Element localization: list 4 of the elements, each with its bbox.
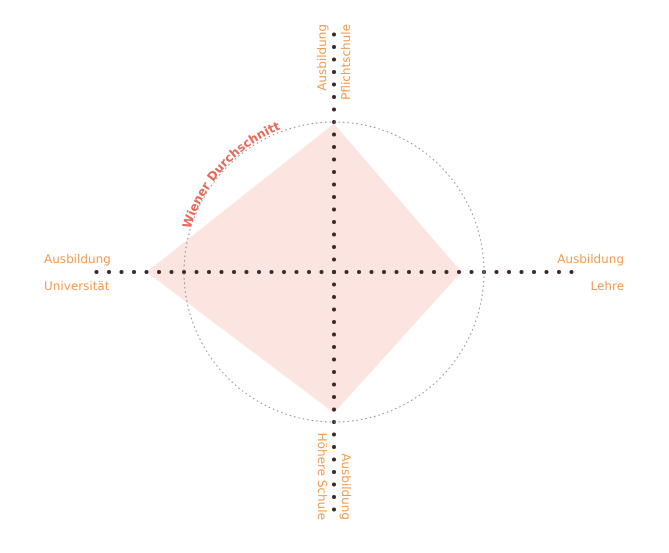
- spoke-label: Ausbildung Höhere Schule: [315, 432, 353, 520]
- spoke-label: Ausbildung Lehre: [557, 252, 624, 293]
- spoke-label: Ausbildung Universität: [44, 252, 111, 293]
- spoke-label: Ausbildung Pflichtschule: [315, 24, 353, 100]
